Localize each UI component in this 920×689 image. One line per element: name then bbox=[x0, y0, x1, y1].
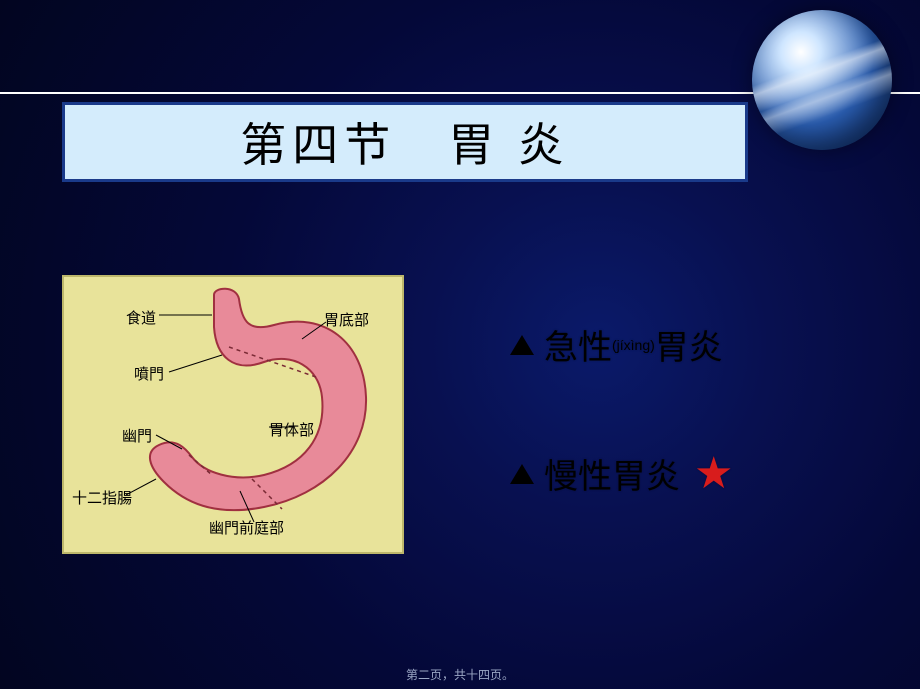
title-box: 第四节 胃 炎 bbox=[62, 102, 748, 182]
label-cardia: 噴門 bbox=[134, 363, 164, 384]
slide: 第四节 胃 炎 食道 噴門 幽門 十二指腸 胃底部 胃体部 幽門前庭部 bbox=[0, 0, 920, 689]
bullet-acute-prefix: 急性 bbox=[544, 320, 612, 369]
globe-decoration bbox=[752, 10, 892, 150]
star-icon: ★ bbox=[694, 452, 733, 496]
bullet-chronic-text: 慢性胃炎 bbox=[544, 449, 680, 498]
label-fundus: 胃底部 bbox=[324, 309, 369, 330]
label-esophagus: 食道 bbox=[126, 307, 156, 328]
triangle-icon bbox=[510, 335, 534, 355]
bullet-acute-pinyin: (jíxìng) bbox=[612, 337, 655, 353]
slide-title: 第四节 胃 炎 bbox=[240, 109, 570, 175]
triangle-icon bbox=[510, 464, 534, 484]
label-body: 胃体部 bbox=[269, 419, 314, 440]
bullet-acute-suffix: 胃炎 bbox=[655, 320, 723, 369]
label-pylorus: 幽門 bbox=[122, 425, 152, 446]
stomach-diagram: 食道 噴門 幽門 十二指腸 胃底部 胃体部 幽門前庭部 bbox=[62, 275, 404, 554]
label-duodenum: 十二指腸 bbox=[72, 487, 132, 508]
label-antrum: 幽門前庭部 bbox=[209, 517, 284, 538]
slide-footer: 第二页，共十四页。 bbox=[0, 666, 920, 683]
bullet-list: 急性 (jíxìng) 胃炎 慢性胃炎 ★ bbox=[510, 320, 890, 578]
bullet-acute: 急性 (jíxìng) 胃炎 bbox=[510, 320, 890, 369]
bullet-chronic: 慢性胃炎 ★ bbox=[510, 449, 890, 498]
